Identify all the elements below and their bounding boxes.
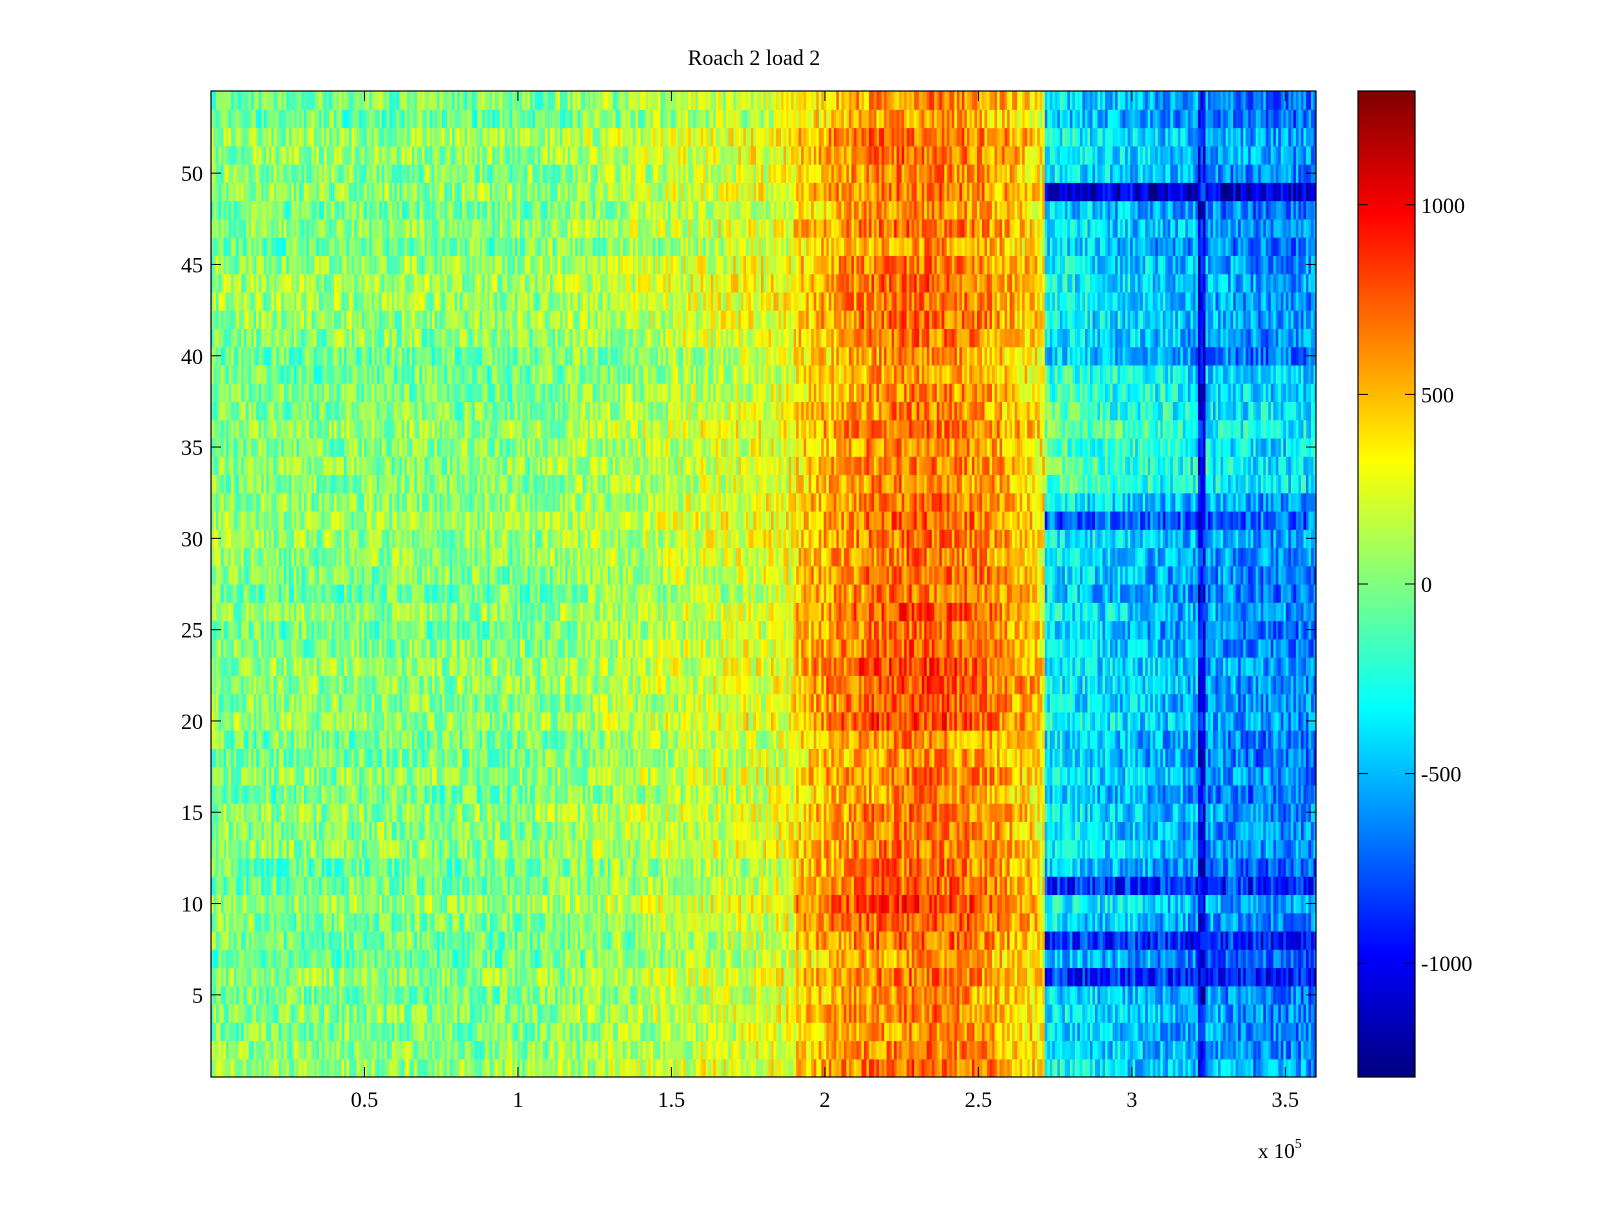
heatmap-cells [211, 91, 1317, 1078]
chart-title: Roach 2 load 2 [688, 45, 821, 70]
